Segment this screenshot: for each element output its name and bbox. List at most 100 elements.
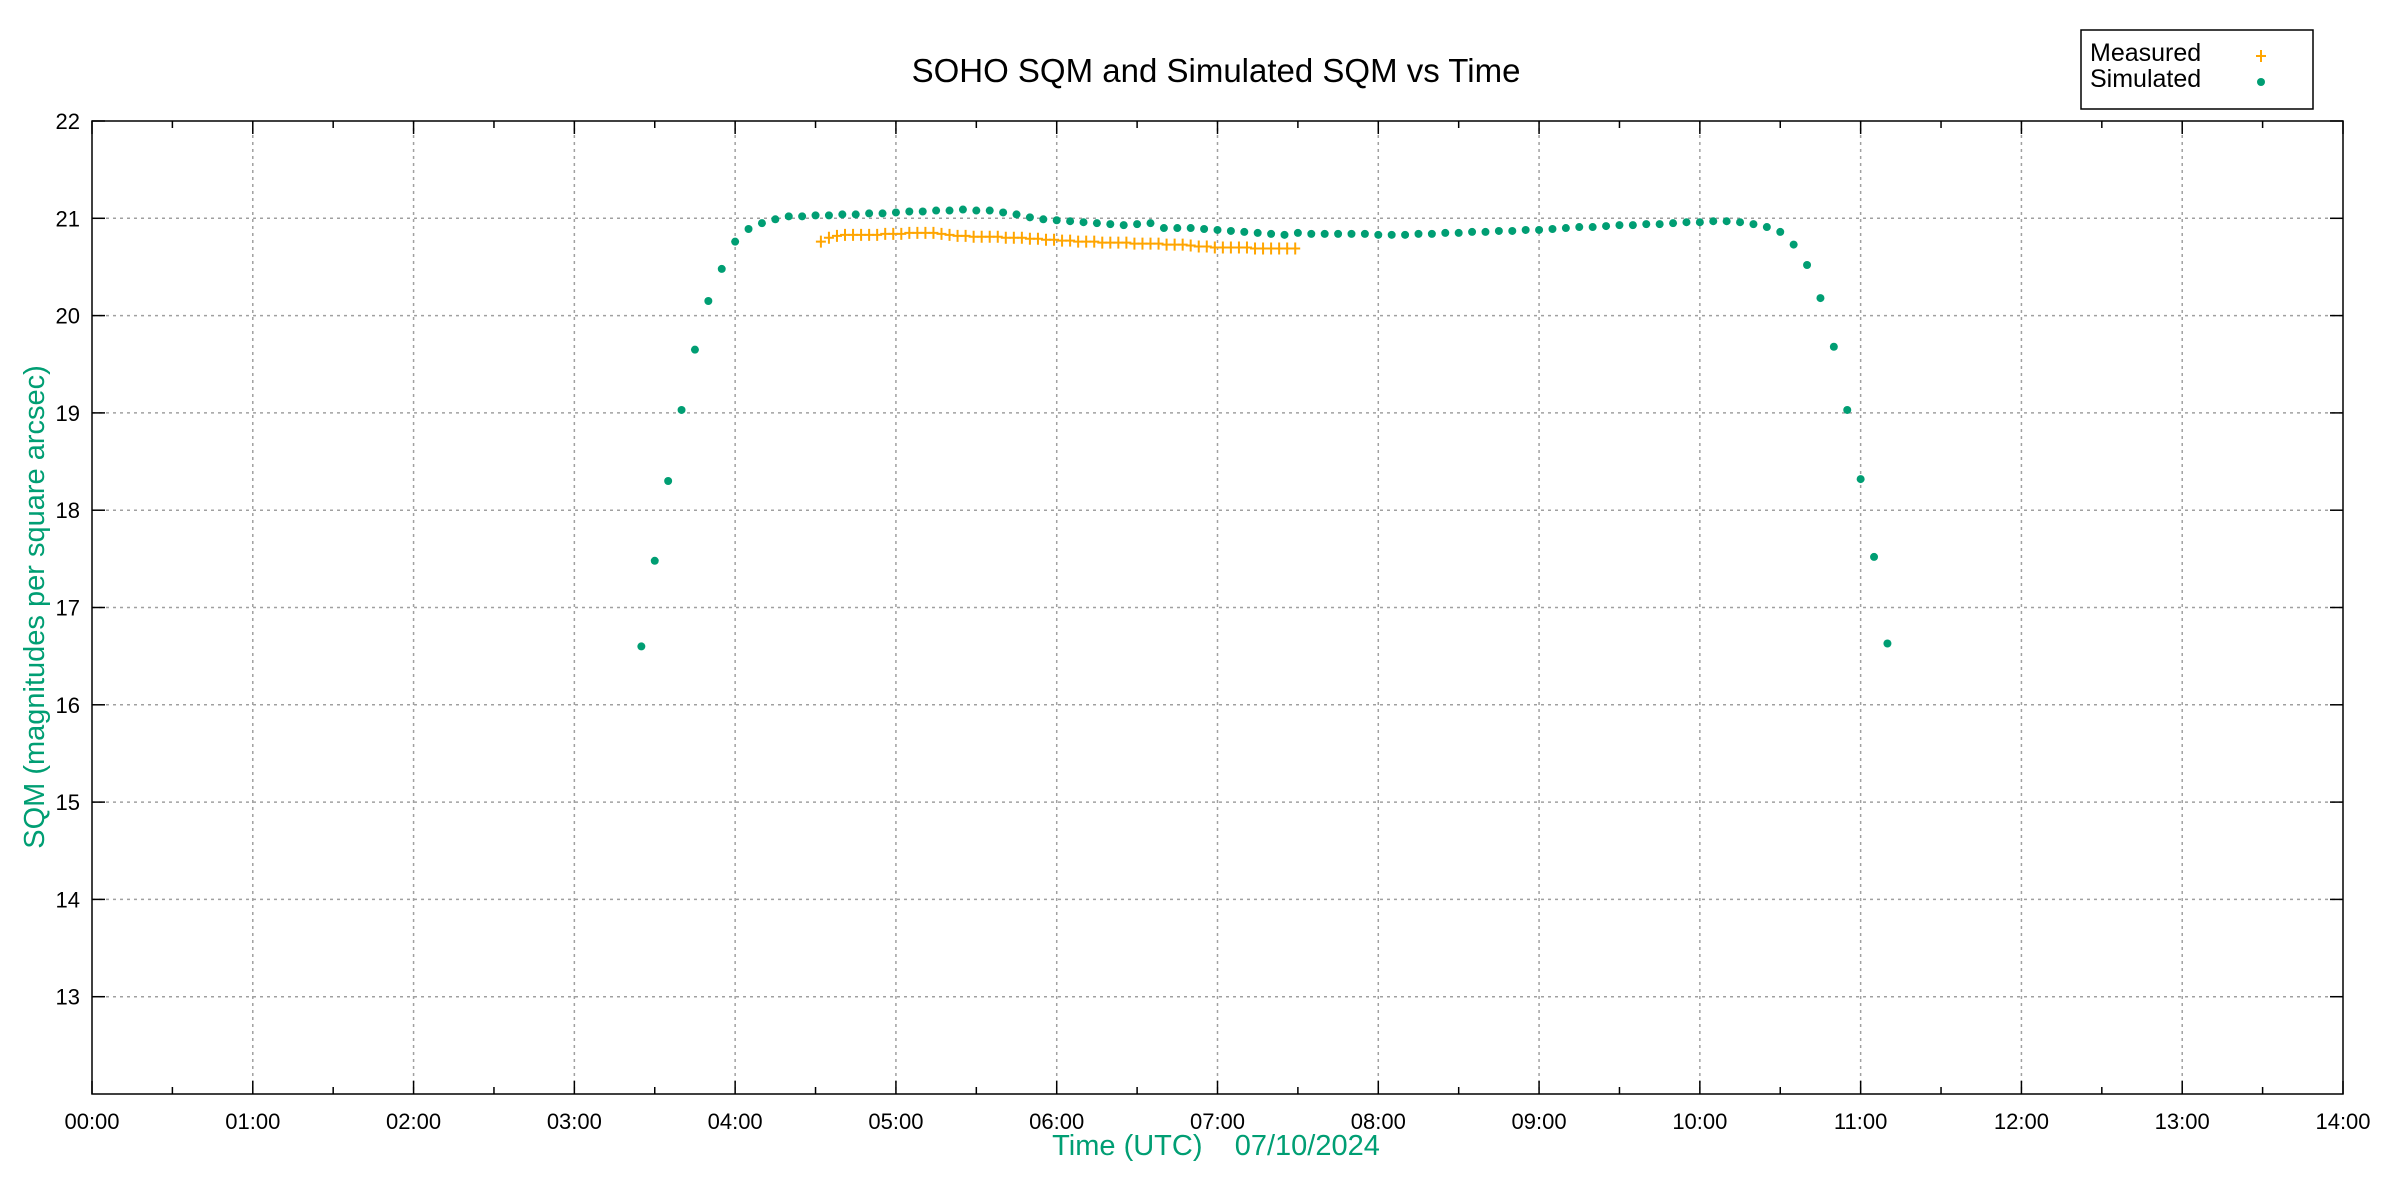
axis-ticks: 00:00 01:00 02:00 03:00 04:00 05:00 06:00 07:00… [56, 109, 2371, 1134]
simulated-point [1722, 217, 1731, 226]
y-tick-label: 19 [56, 401, 80, 426]
x-tick-label: 02:00 [386, 1109, 441, 1134]
simulated-point [878, 209, 887, 218]
x-tick-label: 06:00 [1029, 1109, 1084, 1134]
simulated-point [1347, 229, 1356, 238]
simulated-point [1575, 223, 1584, 232]
simulated-point [865, 209, 874, 218]
y-tick-label: 18 [56, 498, 80, 523]
y-tick-label: 16 [56, 693, 80, 718]
simulated-point [664, 477, 673, 486]
simulated-point [1374, 230, 1383, 239]
simulated-point [1628, 221, 1637, 230]
simulated-point [1682, 218, 1691, 227]
simulated-point [1669, 219, 1678, 228]
simulated-point [1508, 226, 1517, 235]
simulated-point [1334, 229, 1343, 238]
simulated-point [1789, 240, 1798, 249]
legend-box [2080, 29, 2314, 110]
simulated-point [1092, 219, 1101, 228]
simulated-point [757, 219, 766, 228]
legend-marker-measured [2256, 50, 2266, 62]
y-tick-label: 22 [56, 109, 80, 134]
simulated-point [1736, 218, 1745, 227]
simulated-point [1561, 224, 1570, 233]
simulated-point [1186, 224, 1195, 233]
x-tick-label: 10:00 [1672, 1109, 1727, 1134]
simulated-point [1401, 230, 1410, 239]
simulated-point [731, 237, 740, 246]
x-tick-label: 08:00 [1351, 1109, 1406, 1134]
simulated-point [1816, 294, 1825, 303]
measured-point [1290, 242, 1301, 255]
x-tick-label: 04:00 [708, 1109, 763, 1134]
simulated-point [1387, 230, 1396, 239]
simulated-point [1293, 228, 1302, 237]
simulated-point [918, 207, 927, 216]
x-tick-label: 09:00 [1512, 1109, 1567, 1134]
simulated-point [1762, 223, 1771, 232]
legend: Measured Simulated [2080, 29, 2314, 110]
simulated-point [1280, 230, 1289, 239]
simulated-point [972, 206, 981, 215]
measured-point [823, 231, 834, 244]
simulated-point [932, 206, 941, 215]
simulated-point [1829, 342, 1838, 351]
simulated-point [1320, 229, 1329, 238]
simulated-point [958, 205, 967, 214]
simulated-point [1200, 225, 1209, 234]
simulated-point [1883, 639, 1892, 648]
simulated-point [1066, 217, 1075, 226]
simulated-point [677, 405, 686, 414]
simulated-point [1414, 229, 1423, 238]
simulated-point [1870, 552, 1879, 561]
plot-frame [91, 120, 2344, 1095]
simulated-point [1695, 218, 1704, 227]
y-tick-label: 20 [56, 304, 80, 329]
simulated-point [1548, 225, 1557, 234]
simulated-point [1213, 225, 1222, 234]
simulated-point [851, 210, 860, 219]
simulated-point [1012, 210, 1021, 219]
simulated-point [637, 642, 646, 651]
simulated-point [1615, 221, 1624, 230]
y-tick-label: 14 [56, 887, 80, 912]
x-tick-label: 05:00 [868, 1109, 923, 1134]
simulated-point [1146, 219, 1155, 228]
simulated-point [1159, 224, 1168, 233]
y-tick-label: 17 [56, 596, 80, 621]
simulated-point [1119, 221, 1128, 230]
simulated-point [1481, 227, 1490, 236]
chart-title: SOHO SQM and Simulated SQM vs Time [912, 52, 1521, 89]
simulated-point [1454, 228, 1463, 237]
simulated-point [1856, 475, 1865, 484]
simulated-point [1360, 229, 1369, 238]
simulated-point [1602, 222, 1611, 231]
simulated-point [717, 264, 726, 273]
simulated-point [771, 215, 780, 224]
y-tick-label: 21 [56, 206, 80, 231]
x-tick-label: 13:00 [2155, 1109, 2210, 1134]
simulated-point [824, 211, 833, 220]
x-tick-label: 01:00 [225, 1109, 280, 1134]
simulated-point [838, 210, 847, 219]
simulated-point [1427, 229, 1436, 238]
simulated-point [1776, 227, 1785, 236]
simulated-point [1535, 225, 1544, 234]
data-points [637, 205, 1892, 651]
simulated-point [1749, 220, 1758, 229]
simulated-point [1655, 220, 1664, 229]
simulated-point [1307, 229, 1316, 238]
simulated-point [905, 207, 914, 216]
legend-label-measured: Measured [2090, 39, 2201, 67]
y-axis-label: SQM (magnitudes per square arcsec) [19, 365, 51, 849]
simulated-point [1588, 223, 1597, 232]
simulated-point [1253, 228, 1262, 237]
simulated-point [1441, 228, 1450, 237]
simulated-point [999, 208, 1008, 217]
simulated-point [1133, 220, 1142, 229]
simulated-point [1240, 227, 1249, 236]
simulated-point [744, 225, 753, 234]
simulated-point [811, 211, 820, 220]
